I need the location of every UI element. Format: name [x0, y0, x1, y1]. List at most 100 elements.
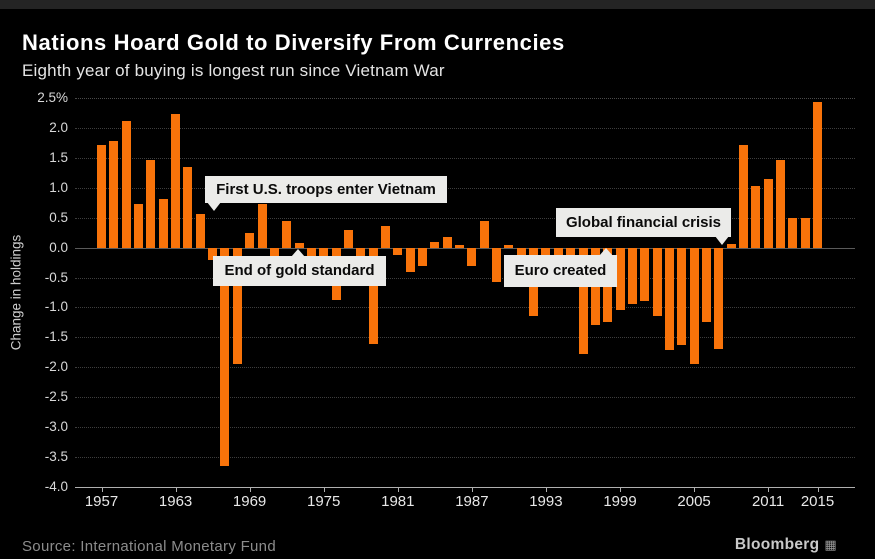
chart-title: Nations Hoard Gold to Diversify From Cur…	[22, 30, 565, 55]
annotation-crisis: Global financial crisis	[556, 208, 731, 237]
brand-logo: Bloomberg ▦	[735, 536, 837, 554]
bar-2013	[788, 218, 798, 248]
top-strip	[0, 0, 875, 9]
bar-1974	[306, 247, 316, 263]
source-note: Source: International Monetary Fund	[22, 538, 276, 555]
x-tick-label: 1969	[232, 493, 267, 510]
x-tick-label: 1999	[603, 493, 637, 510]
x-tick-label: 2015	[800, 493, 835, 510]
bar-1973	[294, 242, 304, 248]
bar-1990	[504, 244, 514, 248]
bar-1979	[368, 247, 378, 344]
bar-1969	[245, 232, 255, 248]
bar-1971	[269, 247, 279, 258]
bar-1967	[220, 247, 230, 466]
y-tick-label: -1.0	[44, 299, 68, 315]
bar-1996	[578, 247, 588, 355]
y-tick-label: -4.0	[44, 479, 68, 494]
x-tick-label: 1963	[158, 493, 193, 510]
y-tick-label: -3.5	[44, 449, 68, 465]
annotation-pointer-gold	[291, 249, 305, 257]
gridline	[75, 337, 855, 338]
gridline	[75, 427, 855, 428]
gridline	[75, 278, 855, 279]
bar-2012	[776, 159, 785, 248]
bar-1983	[418, 247, 427, 266]
bar-1989	[492, 247, 501, 283]
annotation-euro: Euro created	[504, 255, 617, 287]
bar-1958	[109, 141, 119, 248]
gridline	[75, 218, 855, 219]
x-tick	[817, 487, 819, 492]
gridline	[75, 307, 855, 308]
bloomberg-mark-icon: ▦	[824, 537, 837, 552]
y-tick-label: -2.5	[44, 389, 68, 405]
bar-2003	[664, 247, 674, 351]
bar-1988	[479, 220, 489, 248]
y-tick-label: 2.5%	[37, 90, 68, 105]
x-tick-label: 2005	[677, 493, 711, 510]
x-tick	[768, 487, 770, 492]
gridline	[75, 457, 855, 458]
x-tick	[175, 487, 177, 492]
y-tick-label: -1.5	[44, 329, 68, 345]
gridline	[75, 98, 855, 99]
y-tick-label: -3.0	[44, 419, 68, 435]
bar-1977	[343, 229, 353, 248]
bar-1960	[134, 203, 143, 248]
x-tick	[101, 487, 103, 492]
bar-2005	[689, 247, 699, 365]
bar-1987	[467, 247, 477, 266]
bar-1959	[121, 120, 131, 248]
gridline	[75, 188, 855, 189]
bar-1970	[257, 203, 267, 248]
annotation-gold: End of gold standard	[213, 256, 386, 286]
x-tick	[323, 487, 325, 492]
bar-1982	[405, 247, 415, 273]
x-tick-label: 1957	[84, 493, 119, 510]
bar-1972	[282, 220, 292, 248]
bar-2008	[726, 244, 736, 248]
x-tick	[249, 487, 251, 492]
bar-1965	[195, 214, 205, 248]
bar-2011	[763, 178, 773, 248]
bar-2009	[738, 145, 748, 248]
bar-2002	[652, 247, 662, 317]
bar-1968	[232, 247, 242, 365]
y-tick-label: 2.0	[49, 119, 68, 135]
bar-2007	[714, 247, 724, 350]
bar-1963	[171, 113, 181, 248]
bar-2006	[701, 247, 711, 323]
y-tick-label: 1.5	[49, 149, 68, 165]
bar-1981	[393, 247, 403, 255]
gridline	[75, 158, 855, 159]
bar-1985	[442, 236, 452, 248]
y-tick-label: 0.0	[49, 239, 68, 255]
chart-subtitle: Eighth year of buying is longest run sin…	[22, 61, 445, 80]
bar-1964	[183, 167, 193, 248]
bar-2004	[677, 247, 687, 345]
bar-1986	[455, 244, 464, 248]
bar-1962	[158, 198, 168, 248]
bar-2015	[813, 102, 822, 248]
annotation-pointer-euro	[599, 248, 613, 256]
bar-1999	[615, 247, 625, 311]
bar-2010	[751, 186, 761, 248]
brand-name: Bloomberg	[734, 536, 820, 553]
annotation-vietnam: First U.S. troops enter Vietnam	[205, 176, 447, 203]
bar-2014	[800, 218, 810, 248]
y-tick-label: 0.5	[49, 209, 68, 225]
x-tick-label: 1993	[529, 493, 563, 510]
annotation-pointer-vietnam	[207, 202, 221, 211]
bar-2001	[640, 247, 650, 302]
bar-1961	[146, 159, 156, 248]
x-tick	[545, 487, 547, 492]
x-tick	[694, 487, 696, 492]
bar-1984	[430, 242, 440, 248]
x-tick	[471, 487, 473, 492]
x-tick-label: 1987	[455, 493, 489, 510]
x-tick	[620, 487, 621, 492]
annotation-pointer-crisis	[715, 236, 729, 245]
